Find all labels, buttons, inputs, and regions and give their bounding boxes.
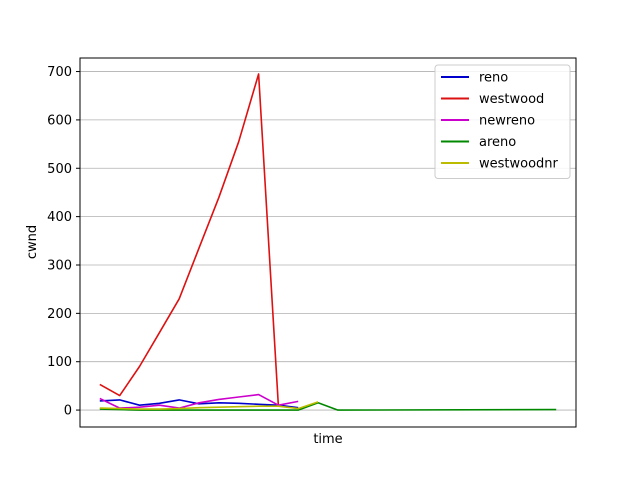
legend: reno westwood newreno areno westwoodnr — [434, 64, 571, 179]
series-line-reno — [99, 399, 299, 409]
legend-label-westwood: westwood — [479, 92, 544, 107]
legend-label-newreno: newreno — [479, 114, 535, 129]
legend-box — [434, 64, 571, 179]
y-tick-label-0: 0 — [64, 404, 72, 419]
y-tick-label-700: 700 — [47, 65, 72, 80]
y-tick-label-300: 300 — [47, 258, 72, 273]
y-tick-label-600: 600 — [47, 113, 72, 128]
series-line-newreno — [99, 393, 299, 409]
series-line-westwoodnr — [99, 401, 319, 410]
y-tick-label-200: 200 — [47, 307, 72, 322]
series-lines — [99, 73, 557, 411]
y-tick-label-400: 400 — [47, 210, 72, 225]
plot-area-frame — [79, 57, 577, 428]
legend-label-reno: reno — [479, 71, 508, 86]
y-axis-ticks: 0 100 200 300 400 500 600 700 — [47, 65, 80, 419]
series-line-westwood — [99, 73, 280, 407]
y-axis-label: cwnd — [25, 225, 40, 259]
x-axis-label: time — [313, 432, 342, 447]
y-tick-label-500: 500 — [47, 162, 72, 177]
legend-label-westwoodnr: westwoodnr — [479, 157, 559, 172]
y-tick-label-100: 100 — [47, 355, 72, 370]
series-line-areno — [99, 401, 557, 411]
legend-label-areno: areno — [479, 135, 516, 150]
